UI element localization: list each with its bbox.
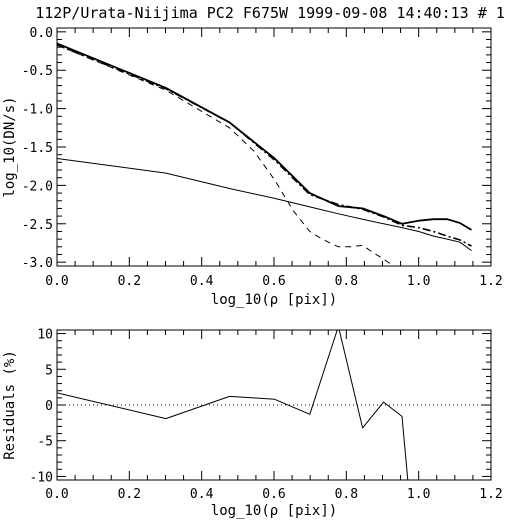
profile-y-tick-label: -0.5 (22, 64, 53, 79)
residuals-x-tick-label: 0.6 (262, 487, 285, 502)
chart-title: 112P/Urata-Niijima PC2 F675W 1999-09-08 … (35, 4, 505, 22)
profile-x-tick-label: 0.2 (118, 274, 141, 289)
residuals-y-tick-label: 5 (45, 363, 53, 378)
profile-series-solid-thick (57, 42, 472, 231)
residuals-series-group (57, 330, 491, 480)
profile-y-tick-label: -3.0 (22, 256, 53, 271)
residuals-x-tick-label: 0.2 (118, 487, 141, 502)
profile-x-tick-label: 0.8 (335, 274, 358, 289)
profile-series-group (57, 42, 472, 266)
residuals-x-tick-label: 0.0 (45, 487, 68, 502)
residuals-x-tick-label: 0.4 (190, 487, 214, 502)
profile-y-tick-label: -1.5 (22, 141, 53, 156)
profile-y-tick-label: -1.0 (22, 103, 53, 118)
profile-x-tick-label: 1.2 (479, 274, 502, 289)
profile-x-tick-label: 0.6 (262, 274, 285, 289)
residuals-x-axis-label: log_10(ρ [pix]) (211, 503, 337, 519)
residuals-y-tick-label: 10 (37, 328, 53, 343)
profile-x-tick-label: 1.0 (407, 274, 430, 289)
profile-x-axis-label: log_10(ρ [pix]) (211, 292, 337, 308)
profile-panel: 0.0 0.2 0.4 0.6 0.8 1.0 1.2 0.0 -0.5 -1.0 -1.5 -2.0… (2, 26, 503, 308)
residuals-y-axis-label: Residuals (%) (2, 350, 18, 460)
profile-series-dash-dot (57, 44, 472, 247)
profile-y-axis-label: log_10(DN/s) (2, 96, 18, 197)
residuals-panel: 0.0 0.2 0.4 0.6 0.8 1.0 1.2 10 5 0 -5 -10 log_10(ρ … (2, 328, 503, 519)
profile-y-tick-label: 0.0 (30, 26, 53, 41)
residuals-y-tick-label: 0 (45, 399, 53, 414)
residuals-x-tick-label: 1.0 (407, 487, 430, 502)
profile-x-tick-label: 0.4 (190, 274, 214, 289)
residuals-series-solid-thin (57, 330, 409, 480)
residuals-x-tick-label: 1.2 (479, 487, 502, 502)
residuals-y-tick-label: -5 (37, 435, 53, 450)
profile-x-tick-label: 0.0 (45, 274, 68, 289)
residuals-x-tick-label: 0.8 (335, 487, 358, 502)
profile-series-solid-thin (57, 158, 472, 252)
residuals-y-tick-label: -10 (30, 470, 53, 485)
profile-y-tick-label: -2.0 (22, 179, 53, 194)
profile-y-tick-label: -2.5 (22, 218, 53, 233)
profile-series-dashed (57, 44, 394, 266)
